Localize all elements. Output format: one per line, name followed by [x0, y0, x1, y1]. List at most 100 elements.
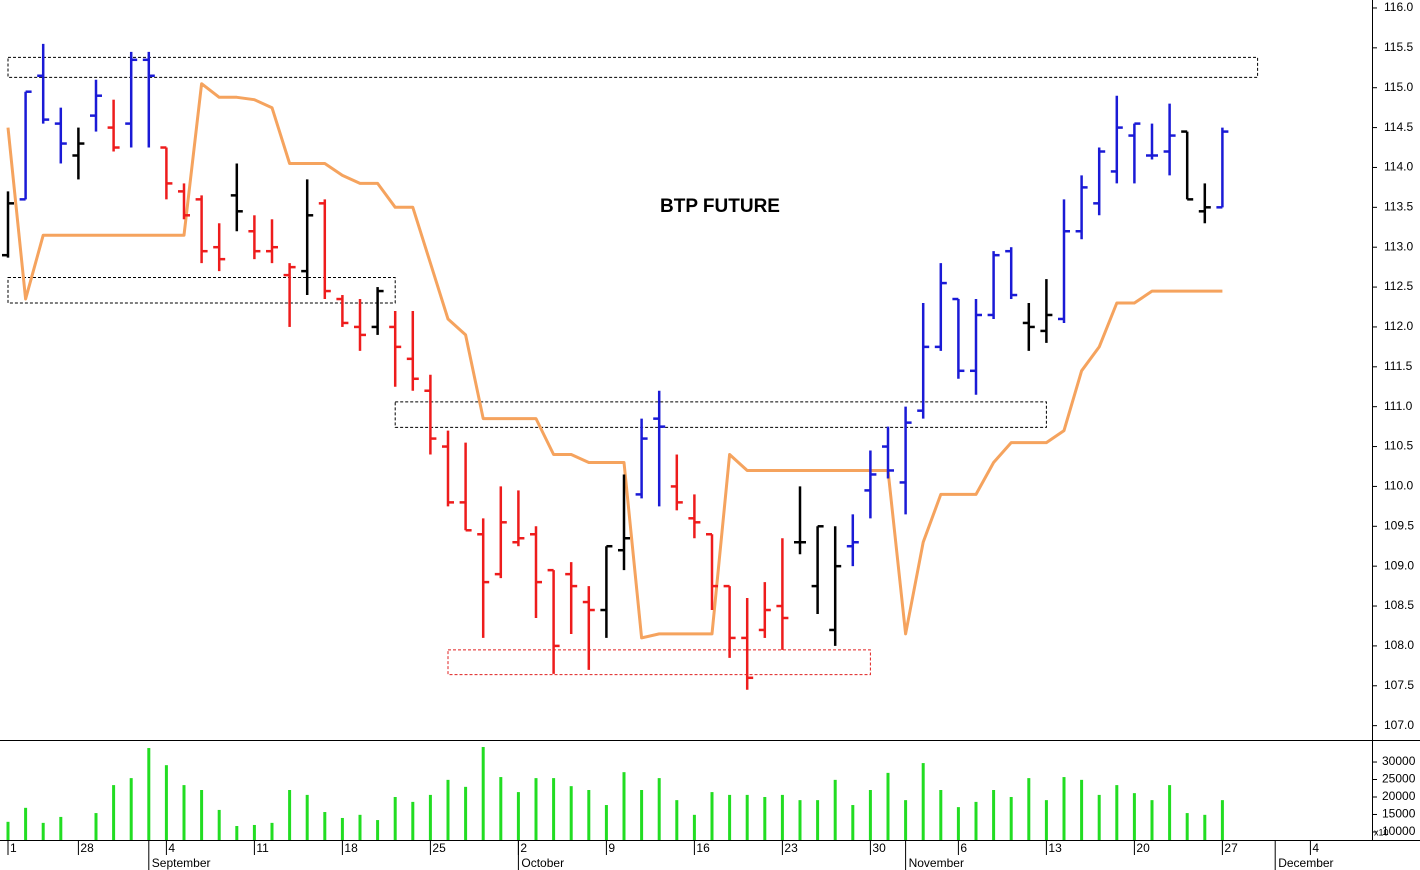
volume-bar — [1080, 779, 1084, 840]
volume-bar — [1220, 800, 1224, 840]
volume-bar — [1132, 793, 1136, 840]
volume-bar — [6, 821, 10, 840]
volume-bar — [833, 779, 837, 840]
volume-bar — [464, 786, 468, 840]
zone — [394, 401, 1047, 428]
x-tick-label: 11 — [256, 841, 269, 855]
volume-tick-label: 30000 — [1382, 754, 1416, 768]
volume-bar — [816, 800, 820, 840]
volume-bar — [569, 786, 573, 840]
volume-bar — [692, 814, 696, 840]
zone — [7, 277, 396, 304]
x-tick-label: 4 — [168, 841, 175, 855]
volume-bar — [200, 790, 204, 840]
volume-tick-label: 15000 — [1382, 807, 1416, 821]
volume-bar — [305, 794, 309, 840]
stop-line — [6, 82, 1223, 640]
volume-tick-label: 10000 — [1382, 824, 1416, 838]
volume-bar — [323, 812, 327, 840]
x-tick-label: 30 — [872, 841, 886, 855]
y-tick-label: 113.0 — [1384, 239, 1413, 253]
x-tick-label: 23 — [784, 841, 798, 855]
volume-bar — [604, 805, 608, 840]
x-tick-label: 16 — [696, 841, 710, 855]
volume-bar — [112, 785, 116, 840]
volume-bar — [1203, 814, 1207, 840]
y-tick-label: 113.5 — [1384, 199, 1413, 213]
volume-bar — [217, 809, 221, 840]
volume-bar — [481, 746, 485, 840]
volume-bar — [376, 820, 380, 840]
volume-bar — [252, 824, 256, 840]
y-tick-label: 115.0 — [1384, 80, 1413, 94]
volume-bar — [886, 772, 890, 840]
x-tick-label: 4 — [1312, 841, 1319, 855]
volume-bar — [164, 765, 168, 840]
volume-bar — [657, 778, 661, 840]
volume-bar — [763, 796, 767, 840]
volume-bar — [1115, 785, 1119, 840]
volume-bar — [992, 790, 996, 840]
y-tick-label: 116.0 — [1384, 0, 1413, 14]
y-tick-label: 112.0 — [1384, 319, 1413, 333]
volume-bar — [428, 794, 432, 840]
volume-bar — [974, 801, 978, 840]
y-tick-label: 108.5 — [1384, 598, 1414, 612]
y-tick-label: 115.5 — [1384, 40, 1413, 54]
volume-bar — [270, 822, 274, 840]
volume-bar — [1097, 794, 1101, 840]
volume-bar — [288, 790, 292, 840]
volume-tick-label: 20000 — [1382, 789, 1416, 803]
volume-bar — [921, 763, 925, 840]
y-tick-label: 111.0 — [1384, 399, 1413, 413]
x-tick-label: 25 — [432, 841, 446, 855]
x-tick-label: 20 — [1136, 841, 1150, 855]
volume-bar — [728, 794, 732, 840]
x-tick-label: 13 — [1048, 841, 1062, 855]
y-tick-label: 114.0 — [1384, 160, 1413, 174]
x-tick-label: 18 — [344, 841, 358, 855]
volume-bar — [41, 822, 45, 840]
volume-note: x10 — [1374, 827, 1389, 837]
volume-bar — [587, 790, 591, 840]
volume-bar — [1150, 800, 1154, 840]
y-tick-label: 107.0 — [1384, 718, 1414, 732]
volume-bar — [640, 790, 644, 840]
volume-bar — [182, 785, 186, 840]
volume-bar — [24, 807, 28, 840]
volume-bar — [1009, 796, 1013, 840]
y-tick-label: 109.0 — [1384, 558, 1414, 572]
volume-bar — [516, 792, 520, 840]
volume-bar — [358, 814, 362, 840]
month-label: September — [152, 856, 211, 870]
y-tick-label: 110.5 — [1384, 439, 1413, 453]
volume-bar — [59, 816, 63, 840]
x-tick-label: 27 — [1224, 841, 1238, 855]
volume-bar — [798, 800, 802, 840]
volume-bar — [1027, 778, 1031, 840]
volume-bar — [956, 807, 960, 840]
y-tick-label: 111.5 — [1384, 359, 1413, 373]
volume-bar — [147, 748, 151, 840]
month-label: December — [1278, 856, 1333, 870]
volume-bar — [94, 813, 98, 840]
volume-bar — [1168, 785, 1172, 840]
volume-bar — [868, 790, 872, 840]
volume-bar — [129, 778, 133, 840]
volume-bar — [411, 801, 415, 840]
volume-bar — [534, 778, 538, 840]
volume-bar — [1185, 813, 1189, 840]
volume-bar — [851, 805, 855, 840]
volume-bar — [552, 778, 556, 840]
y-tick-label: 109.5 — [1384, 518, 1414, 532]
volume-bar — [1044, 800, 1048, 840]
month-label: November — [909, 856, 964, 870]
chart-title: BTP FUTURE — [660, 196, 780, 217]
volume-bar — [1062, 777, 1066, 840]
zone — [447, 649, 871, 676]
x-tick-label: 6 — [960, 841, 967, 855]
volume-bar — [393, 796, 397, 840]
x-tick-label: 2 — [520, 841, 527, 855]
